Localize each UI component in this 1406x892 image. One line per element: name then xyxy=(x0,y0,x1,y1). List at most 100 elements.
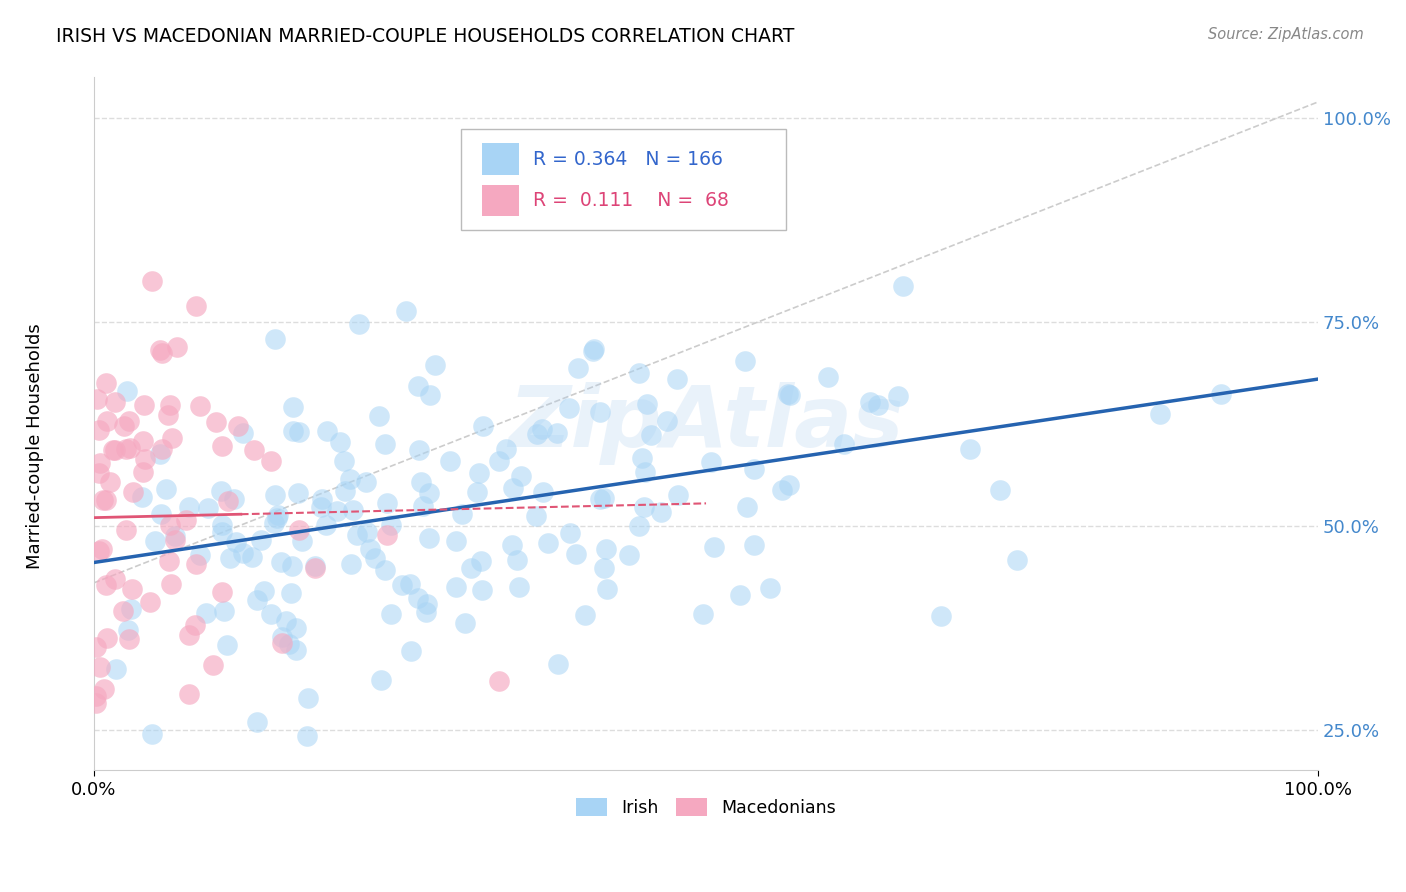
Point xyxy=(370,673,392,688)
Point xyxy=(356,524,378,539)
Point xyxy=(734,354,756,368)
Point xyxy=(423,358,446,372)
Point xyxy=(253,584,276,599)
Point xyxy=(531,422,554,436)
Point xyxy=(89,423,111,437)
Point xyxy=(891,279,914,293)
Point xyxy=(547,657,569,672)
Point xyxy=(132,398,155,412)
Point xyxy=(375,527,398,541)
Point xyxy=(776,387,799,401)
Point xyxy=(546,425,568,440)
Point xyxy=(284,621,307,635)
Point xyxy=(222,491,245,506)
Point xyxy=(134,451,156,466)
Point xyxy=(215,638,238,652)
Point xyxy=(359,542,381,557)
Point xyxy=(96,493,118,508)
Point xyxy=(728,588,751,602)
Point xyxy=(419,388,441,402)
Point xyxy=(291,534,314,549)
Point xyxy=(132,465,155,479)
Point xyxy=(117,384,139,398)
Point xyxy=(132,434,155,449)
Point xyxy=(159,398,181,412)
Point xyxy=(98,475,121,489)
Point xyxy=(271,630,294,644)
Point xyxy=(155,482,177,496)
Point xyxy=(177,500,200,515)
Point xyxy=(502,481,524,495)
Point xyxy=(232,546,254,560)
Point xyxy=(311,491,333,506)
Point xyxy=(395,304,418,318)
Point xyxy=(703,541,725,555)
Point xyxy=(240,549,263,564)
Point xyxy=(887,389,910,403)
Point xyxy=(232,425,254,440)
Point xyxy=(416,597,439,611)
Point xyxy=(399,644,422,658)
Point xyxy=(267,508,290,523)
Point xyxy=(1149,407,1171,421)
Point xyxy=(354,475,377,489)
Point xyxy=(165,529,187,543)
Point xyxy=(163,533,186,547)
Point xyxy=(415,606,437,620)
Point xyxy=(627,366,650,380)
Point xyxy=(149,447,172,461)
Point xyxy=(628,519,651,533)
Point xyxy=(264,487,287,501)
Point xyxy=(214,604,236,618)
Point xyxy=(339,472,361,486)
Text: IRISH VS MACEDONIAN MARRIED-COUPLE HOUSEHOLDS CORRELATION CHART: IRISH VS MACEDONIAN MARRIED-COUPLE HOUSE… xyxy=(56,27,794,45)
Point xyxy=(451,508,474,522)
Point xyxy=(184,618,207,632)
Point xyxy=(179,628,201,642)
Point xyxy=(184,558,207,572)
Point xyxy=(225,534,247,549)
Point xyxy=(242,442,264,457)
Point xyxy=(596,582,619,597)
Bar xyxy=(482,144,519,175)
Point xyxy=(277,637,299,651)
Point xyxy=(115,442,138,457)
Point xyxy=(526,426,548,441)
Point xyxy=(202,658,225,673)
Point xyxy=(460,561,482,575)
Point xyxy=(558,401,581,416)
Point xyxy=(472,419,495,434)
Point xyxy=(759,581,782,595)
Point xyxy=(859,395,882,409)
Point xyxy=(184,299,207,313)
Point xyxy=(104,572,127,586)
Point xyxy=(86,392,108,407)
Point xyxy=(276,614,298,628)
Point xyxy=(264,332,287,346)
Point xyxy=(510,469,533,483)
Point xyxy=(374,563,396,577)
Point xyxy=(304,561,326,575)
Point xyxy=(326,503,349,517)
Point xyxy=(592,560,614,574)
Point xyxy=(391,578,413,592)
Point xyxy=(650,505,672,519)
Point xyxy=(640,427,662,442)
Point xyxy=(735,500,758,515)
Point xyxy=(309,500,332,514)
Point xyxy=(398,577,420,591)
Point xyxy=(868,399,890,413)
Point xyxy=(188,549,211,563)
Point xyxy=(159,517,181,532)
Point xyxy=(280,586,302,600)
Point xyxy=(297,691,319,706)
Point xyxy=(488,674,510,689)
Point xyxy=(270,636,292,650)
Point xyxy=(87,544,110,558)
Point xyxy=(118,441,141,455)
Point xyxy=(380,607,402,621)
Point xyxy=(295,730,318,744)
Point xyxy=(471,582,494,597)
Point xyxy=(364,551,387,566)
Text: R =  0.111    N =  68: R = 0.111 N = 68 xyxy=(533,191,730,210)
